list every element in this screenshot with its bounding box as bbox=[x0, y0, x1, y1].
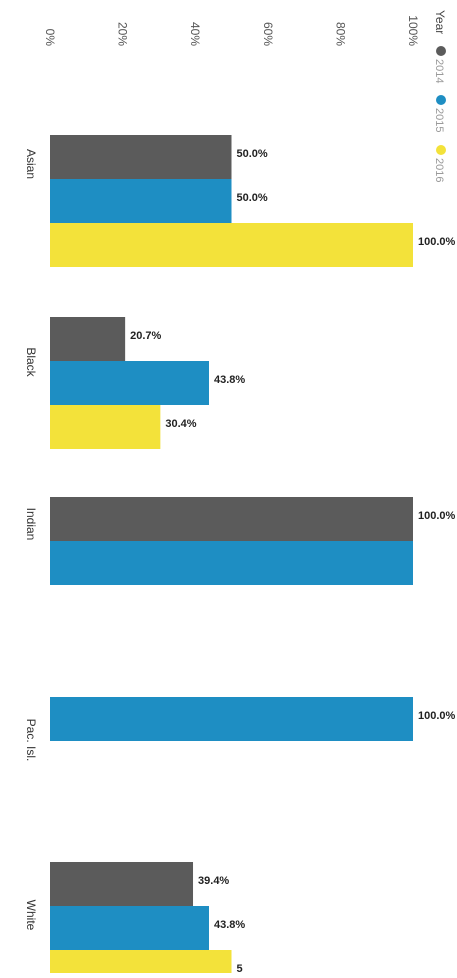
data-label: 100.0% bbox=[418, 236, 456, 248]
bar-2016 bbox=[50, 223, 413, 267]
bar-2014 bbox=[49, 317, 126, 361]
bar-2016 bbox=[49, 405, 161, 449]
y-tick-label: 100% bbox=[406, 15, 420, 46]
y-tick-label: 40% bbox=[188, 22, 202, 46]
legend: Year 2014 2015 2016 bbox=[433, 10, 447, 182]
data-labels: 50.0% 50.0% 100.0% 20.7% 43.8% 30.4% 100.0% 100… bbox=[130, 148, 456, 975]
data-label: 39.4% bbox=[198, 875, 229, 887]
category-label: White bbox=[24, 900, 38, 931]
bar-2015 bbox=[50, 361, 209, 405]
bar-2016 bbox=[50, 950, 232, 978]
data-label: 43.8% bbox=[214, 374, 245, 386]
category-label: Black bbox=[24, 347, 38, 377]
legend-label-2016: 2016 bbox=[433, 158, 445, 182]
data-label: 30.4% bbox=[165, 418, 196, 430]
bar-2014 bbox=[50, 497, 413, 541]
legend-swatch-2014 bbox=[436, 46, 446, 56]
bars bbox=[49, 135, 413, 978]
bar-2015 bbox=[50, 906, 209, 950]
category-labels: Asian Black Indian Pac. Isl. White bbox=[24, 149, 38, 931]
bar-2014 bbox=[50, 135, 232, 179]
bar-2014 bbox=[50, 862, 194, 906]
data-label: 20.7% bbox=[130, 330, 161, 342]
bar-2015 bbox=[50, 541, 413, 585]
y-tick-label: 0% bbox=[43, 29, 57, 47]
y-axis-ticks: 0% 20% 40% 60% 80% 100% bbox=[43, 15, 420, 46]
data-label: 100.0% bbox=[418, 510, 456, 522]
category-label: Indian bbox=[24, 508, 38, 541]
data-label: 100.0% bbox=[418, 710, 456, 722]
bar-2015 bbox=[50, 179, 232, 223]
legend-swatch-2016 bbox=[436, 145, 446, 155]
category-label: Pac. Isl. bbox=[24, 719, 38, 762]
data-label: 5 bbox=[237, 963, 243, 973]
y-tick-label: 20% bbox=[116, 22, 130, 46]
data-label: 43.8% bbox=[214, 919, 245, 931]
legend-label-2014: 2014 bbox=[433, 59, 445, 83]
category-label: Asian bbox=[24, 149, 38, 179]
legend-title: Year bbox=[433, 10, 447, 34]
legend-label-2015: 2015 bbox=[433, 108, 445, 132]
y-tick-label: 80% bbox=[333, 22, 347, 46]
bar-2015 bbox=[50, 697, 413, 741]
data-label: 50.0% bbox=[237, 192, 268, 204]
data-label: 50.0% bbox=[237, 148, 268, 160]
y-tick-label: 60% bbox=[261, 22, 275, 46]
legend-swatch-2015 bbox=[436, 95, 446, 105]
